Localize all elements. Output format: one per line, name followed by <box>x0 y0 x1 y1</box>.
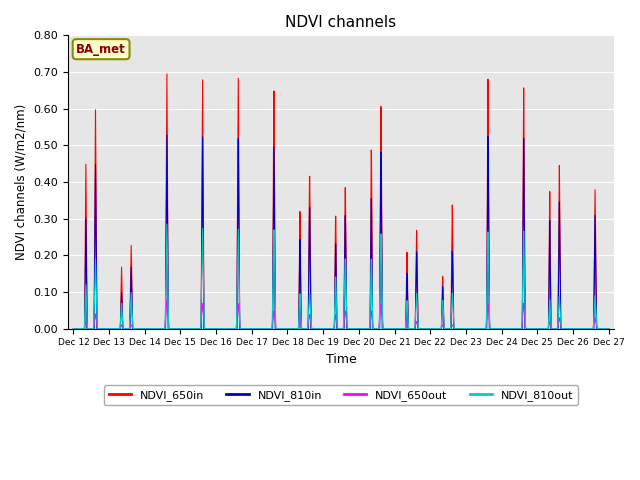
Title: NDVI channels: NDVI channels <box>285 15 397 30</box>
NDVI_810out <box>70 326 77 332</box>
NDVI_810in <box>163 132 171 138</box>
NDVI_650in <box>163 71 171 77</box>
NDVI_650out <box>163 297 171 303</box>
Line: NDVI_650in: NDVI_650in <box>74 74 609 329</box>
NDVI_810out <box>298 326 306 332</box>
NDVI_650out <box>70 326 77 332</box>
X-axis label: Time: Time <box>326 353 356 366</box>
NDVI_810in <box>605 326 612 332</box>
NDVI_810in <box>298 326 306 332</box>
Line: NDVI_810out: NDVI_810out <box>74 224 609 329</box>
NDVI_810out <box>275 326 283 332</box>
NDVI_810in <box>275 326 283 332</box>
NDVI_650in <box>595 326 602 332</box>
NDVI_810out <box>595 326 602 332</box>
NDVI_650out <box>298 326 306 332</box>
Line: NDVI_650out: NDVI_650out <box>74 300 609 329</box>
NDVI_650in <box>298 326 306 332</box>
NDVI_650in <box>163 190 170 196</box>
NDVI_650out <box>275 326 283 332</box>
NDVI_650in <box>275 326 283 332</box>
Y-axis label: NDVI channels (W/m2/nm): NDVI channels (W/m2/nm) <box>15 104 28 260</box>
NDVI_650out <box>131 326 138 332</box>
NDVI_650out <box>595 326 602 332</box>
NDVI_810out <box>163 221 171 227</box>
NDVI_650out <box>605 326 612 332</box>
NDVI_810in <box>595 326 602 332</box>
NDVI_810in <box>537 326 545 332</box>
NDVI_650out <box>163 306 170 312</box>
NDVI_650out <box>537 326 545 332</box>
Line: NDVI_810in: NDVI_810in <box>74 135 609 329</box>
NDVI_650in <box>70 326 77 332</box>
NDVI_810in <box>163 228 170 233</box>
NDVI_810out <box>605 326 612 332</box>
NDVI_650in <box>605 326 612 332</box>
NDVI_810out <box>163 260 170 266</box>
NDVI_650in <box>537 326 545 332</box>
NDVI_810out <box>537 326 545 332</box>
NDVI_810in <box>131 326 138 332</box>
Legend: NDVI_650in, NDVI_810in, NDVI_650out, NDVI_810out: NDVI_650in, NDVI_810in, NDVI_650out, NDV… <box>104 385 578 405</box>
Text: BA_met: BA_met <box>76 43 126 56</box>
NDVI_650in <box>131 326 138 332</box>
NDVI_810in <box>70 326 77 332</box>
NDVI_810out <box>131 326 138 332</box>
